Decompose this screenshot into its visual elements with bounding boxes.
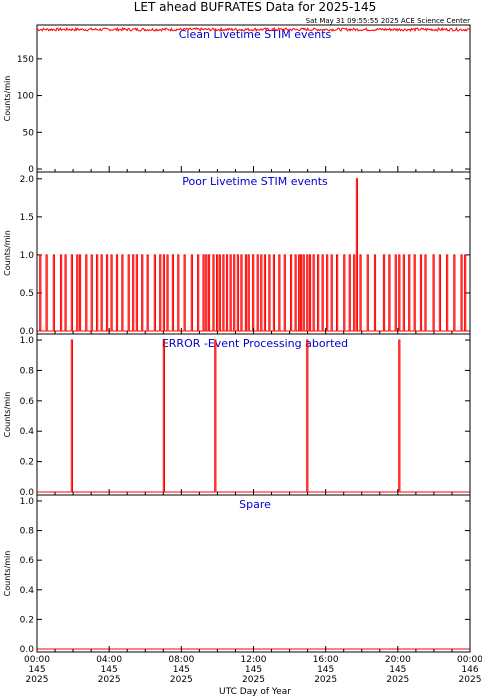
y-tick-label: 1.5 — [20, 213, 34, 223]
y-tick-label: 0.4 — [20, 586, 35, 596]
x-tick-label: 20:00 — [385, 655, 411, 665]
x-tick-label: 2025 — [314, 675, 337, 685]
x-tick-label: 145 — [173, 665, 190, 675]
panel-label: Clean Livetime STIM events — [179, 28, 332, 41]
panel-2: 0.0 0.5 1.0 1.5 2.0 Counts/min Poor Livetime S… — [3, 171, 471, 337]
x-tick-label: 04:00 — [96, 655, 122, 665]
y-tick-label: 50 — [23, 128, 35, 138]
x-tick-label: 16:00 — [313, 655, 339, 665]
y-tick-label: 2.0 — [20, 175, 35, 185]
x-tick-label: 2025 — [170, 675, 193, 685]
series-line — [37, 339, 470, 493]
y-tick-label: 0.0 — [20, 488, 35, 498]
y-tick-label: 0.0 — [20, 645, 35, 655]
y-tick-label: 150 — [17, 55, 34, 65]
x-tick-label: 2025 — [26, 675, 49, 685]
panel-frame — [36, 24, 471, 173]
y-axis-label: Counts/min — [3, 392, 12, 438]
x-tick-label: 145 — [28, 665, 45, 675]
panel-4: 0.0 0.2 0.4 0.6 0.8 1.0 Counts/min Spare — [3, 494, 471, 655]
y-axis-label: Counts/min — [3, 76, 12, 122]
y-tick-label: 0.0 — [20, 327, 35, 337]
timestamp: Sat May 31 09:55:55 2025 ACE Science Cen… — [306, 17, 470, 25]
panel-frame — [36, 494, 471, 653]
y-tick-label: 0.8 — [20, 366, 35, 376]
y-axis-label: Counts/min — [3, 551, 12, 597]
y-tick-label: 0.6 — [20, 556, 35, 566]
x-tick-label: 08:00 — [168, 655, 194, 665]
x-tick-label: 2025 — [242, 675, 265, 685]
x-tick-label: 00:00 — [457, 655, 482, 665]
y-tick-label: 0.6 — [20, 397, 35, 407]
y-tick-label: 0.4 — [20, 427, 35, 437]
series-line — [36, 26, 471, 33]
x-tick-label: 145 — [317, 665, 334, 675]
y-tick-label: 1.0 — [20, 251, 35, 261]
x-tick-label: 2025 — [459, 675, 482, 685]
panel-3: 0.0 0.2 0.4 0.6 0.8 1.0 Counts/min ERROR -Event… — [3, 333, 471, 498]
y-tick-label: 0 — [28, 165, 34, 175]
y-tick-label: 0.2 — [20, 615, 34, 625]
y-tick-label: 0.2 — [20, 458, 34, 468]
x-tick-label: 2025 — [386, 675, 409, 685]
panel-frame — [36, 333, 471, 496]
panel-label: Spare — [239, 498, 271, 511]
x-tick-label: 2025 — [98, 675, 121, 685]
y-tick-label: 1.0 — [20, 336, 35, 346]
panel-1: 0 50 100 150 Counts/min Clean Livetime STIM e… — [3, 24, 471, 175]
x-tick-label: 145 — [245, 665, 262, 675]
x-axis-label: UTC Day of Year — [219, 687, 291, 697]
x-axis: 00:00145202504:00145202508:00145202512:0… — [24, 655, 482, 685]
x-tick-label: 12:00 — [241, 655, 267, 665]
y-tick-label: 1.0 — [20, 497, 35, 507]
series-line — [37, 178, 470, 332]
x-tick-label: 146 — [461, 665, 478, 675]
x-tick-label: 145 — [389, 665, 406, 675]
y-axis-label: Counts/min — [3, 230, 12, 276]
x-tick-label: 145 — [101, 665, 118, 675]
y-tick-label: 0.5 — [20, 289, 34, 299]
y-tick-label: 0.8 — [20, 527, 35, 537]
panels: 0 50 100 150 Counts/min Clean Livetime STIM e… — [3, 24, 471, 655]
y-tick-label: 100 — [17, 92, 34, 102]
chart-title: LET ahead BUFRATES Data for 2025-145 — [134, 0, 376, 14]
panel-label: ERROR -Event Processing aborted — [162, 337, 348, 350]
panel-label: Poor Livetime STIM events — [182, 175, 328, 188]
x-tick-label: 00:00 — [24, 655, 50, 665]
